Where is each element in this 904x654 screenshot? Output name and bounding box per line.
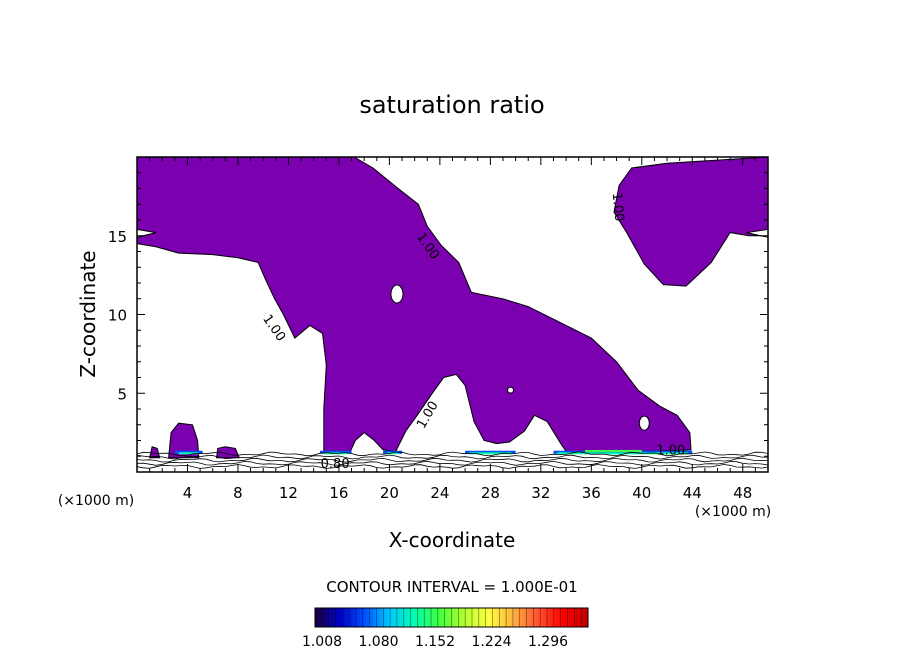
surface-contour-line xyxy=(137,454,768,460)
x-axis-label: X-coordinate xyxy=(389,528,516,552)
supersaturation-streak xyxy=(383,450,403,454)
hole-right xyxy=(638,415,650,431)
x-tick-label: 48 xyxy=(733,484,752,502)
supersaturation-streak xyxy=(557,452,689,455)
x-tick-label: 24 xyxy=(430,484,449,502)
surface-contour-line xyxy=(137,451,768,457)
supersaturation-streak xyxy=(553,450,693,454)
y-axis-ticks: 5 10 15 xyxy=(108,172,768,457)
surface-contour-line xyxy=(137,460,768,466)
colorbar: 1.008 1.080 1.152 1.224 1.296 xyxy=(302,607,589,650)
hole-small xyxy=(507,386,515,394)
y-tick-label: 15 xyxy=(108,228,127,246)
x-unit-right: (×1000 m) xyxy=(695,504,771,520)
supersaturation-streak xyxy=(585,449,642,452)
x-tick-label: 40 xyxy=(632,484,651,502)
colorbar-tick-label: 1.224 xyxy=(471,634,511,650)
contour-label: 1.00 xyxy=(656,444,685,459)
surface-contour-line xyxy=(137,457,768,463)
surface-contour-line xyxy=(137,464,768,469)
supersaturation-streak xyxy=(465,450,516,454)
hole-upper xyxy=(390,284,404,304)
saturated-region-fill xyxy=(137,157,768,459)
x-tick-label: 20 xyxy=(380,484,399,502)
x-unit-left: (×1000 m) xyxy=(58,493,134,509)
contour-interval-annotation: CONTOUR INTERVAL = 1.000E-01 xyxy=(326,578,577,596)
colorbar-tick-label: 1.152 xyxy=(415,634,455,650)
y-tick-label: 10 xyxy=(108,307,127,325)
plot-area xyxy=(137,157,768,469)
main-saturated-region xyxy=(137,157,692,453)
x-tick-label: 44 xyxy=(683,484,702,502)
colorbar-tick-label: 1.008 xyxy=(302,634,342,650)
colorbar-segments xyxy=(321,608,582,627)
chart-title: saturation ratio xyxy=(359,91,544,119)
colorbar-tick-labels: 1.008 1.080 1.152 1.224 1.296 xyxy=(302,634,568,650)
supersaturation-streak xyxy=(319,450,352,454)
supersaturation-streak xyxy=(469,452,512,455)
x-tick-label: 28 xyxy=(481,484,500,502)
x-tick-label: 12 xyxy=(279,484,298,502)
small-saturated-cell xyxy=(168,422,200,459)
x-tick-label: 36 xyxy=(582,484,601,502)
subsaturated-holes xyxy=(137,228,768,431)
contour-label: 0.80 xyxy=(321,457,350,472)
contour-label: 1.00 xyxy=(609,192,626,222)
x-axis-ticks: 4 8 12 16 20 24 28 32 36 40 44 48 xyxy=(149,157,756,502)
supersaturation-streak xyxy=(178,452,199,455)
supersaturation-streak xyxy=(387,452,399,455)
x-tick-label: 8 xyxy=(233,484,243,502)
contour-label: 1.00 xyxy=(259,312,288,344)
y-axis-label: Z-coordinate xyxy=(76,250,100,377)
near-surface-contours xyxy=(137,449,768,469)
supersaturation-streak xyxy=(174,450,203,454)
colorbar-tick-label: 1.080 xyxy=(358,634,398,650)
y-tick-label: 5 xyxy=(117,385,127,403)
x-tick-label: 16 xyxy=(329,484,348,502)
colorbar-tick-label: 1.296 xyxy=(528,634,568,650)
small-saturated-cell xyxy=(148,446,161,459)
upper-right-saturated-region xyxy=(613,157,768,287)
x-tick-label: 4 xyxy=(183,484,193,502)
x-tick-label: 32 xyxy=(531,484,550,502)
